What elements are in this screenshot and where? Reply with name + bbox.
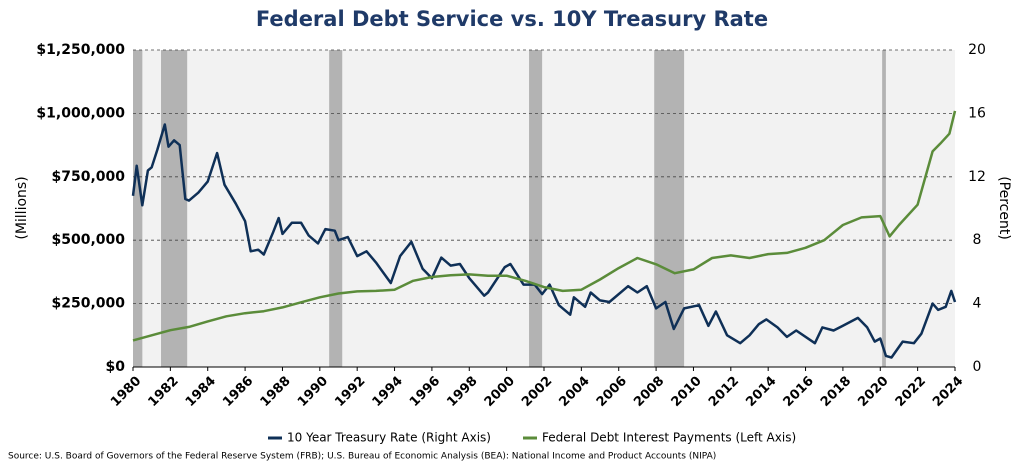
x-tick-label: 1992 — [332, 374, 368, 410]
x-tick-label: 1996 — [407, 374, 443, 410]
x-tick-label: 2002 — [519, 374, 555, 410]
y-tick-label: $500,000 — [51, 232, 125, 248]
y-tick-label: $0 — [106, 359, 126, 375]
recession-band — [161, 50, 188, 367]
x-tick-label: 2020 — [855, 374, 891, 410]
y-tick-label: $250,000 — [51, 296, 125, 312]
y2-tick-label: 8 — [973, 232, 982, 248]
y2-tick-label: 0 — [973, 359, 982, 375]
y2-axis-label: (Percent) — [996, 176, 1012, 240]
recession-band — [133, 50, 143, 367]
x-tick-label: 2016 — [781, 374, 817, 410]
x-tick-label: 2018 — [818, 374, 854, 410]
plot-area — [133, 50, 955, 367]
x-tick-label: 1982 — [145, 374, 181, 410]
y2-tick-label: 12 — [968, 169, 986, 185]
series-line — [132, 110, 957, 342]
x-tick-label: 2006 — [594, 374, 630, 410]
x-tick-label: 2022 — [893, 374, 929, 410]
chart-title: Federal Debt Service vs. 10Y Treasury Ra… — [256, 7, 768, 31]
x-tick-label: 2012 — [706, 374, 742, 410]
source-note: Source: U.S. Board of Governors of the F… — [8, 452, 716, 462]
y2-tick-label: 20 — [968, 42, 986, 58]
x-tick-label: 1988 — [258, 374, 294, 410]
y-tick-label: $750,000 — [51, 169, 125, 185]
x-tick-label: 2014 — [743, 374, 779, 410]
y-axis-label: (Millions) — [14, 176, 30, 239]
x-tick-label: 1986 — [220, 374, 256, 410]
x-tick-label: 2008 — [631, 374, 667, 410]
x-tick-label: 1984 — [183, 374, 219, 410]
legend-label: 10 Year Treasury Rate (Right Axis) — [287, 431, 491, 445]
x-tick-label: 2024 — [930, 374, 966, 410]
x-tick-label: 1998 — [444, 374, 480, 410]
recession-band — [529, 50, 543, 367]
x-tick-label: 1990 — [295, 374, 331, 410]
x-tick-label: 1980 — [108, 374, 144, 410]
recession-band — [882, 50, 886, 367]
y-tick-label: $1,000,000 — [36, 105, 125, 121]
legend-label: Federal Debt Interest Payments (Left Axi… — [542, 431, 796, 445]
y2-tick-label: 16 — [968, 105, 986, 121]
x-tick-label: 1994 — [370, 374, 406, 410]
x-tick-label: 2000 — [482, 374, 518, 410]
series-line — [131, 123, 957, 359]
y2-tick-label: 4 — [973, 296, 982, 312]
y-tick-label: $1,250,000 — [36, 42, 125, 58]
x-tick-label: 2004 — [556, 374, 592, 410]
recession-band — [329, 50, 343, 367]
x-tick-label: 2010 — [669, 374, 705, 410]
